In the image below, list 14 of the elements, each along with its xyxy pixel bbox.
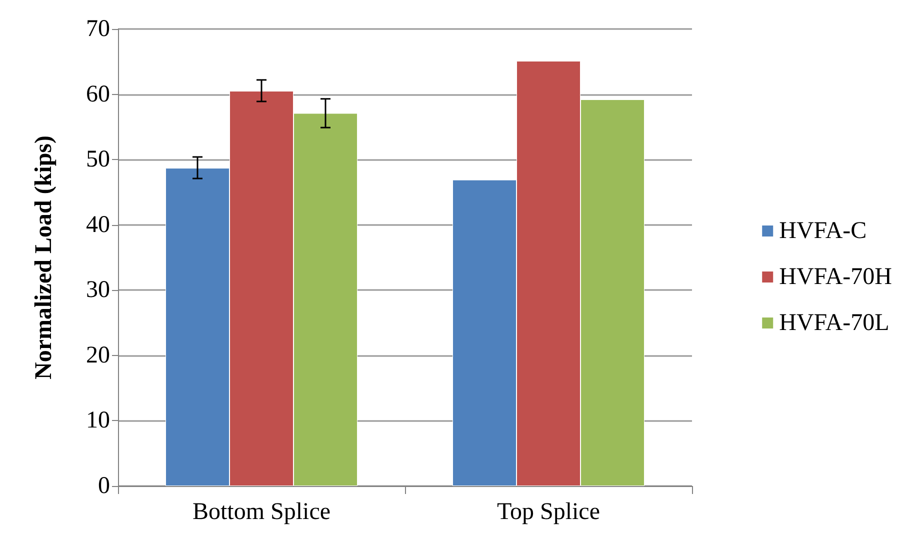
- y-tick-label: 0: [98, 473, 110, 499]
- y-tick-label: 40: [86, 212, 110, 238]
- y-tick-label: 70: [86, 16, 110, 42]
- legend-label: HVFA-70L: [779, 310, 890, 336]
- legend-label: HVFA-C: [779, 218, 867, 244]
- y-tick-label: 20: [86, 342, 110, 368]
- legend-label: HVFA-70H: [779, 264, 892, 290]
- y-tick-label: 50: [86, 146, 110, 173]
- x-tick-label: Bottom Splice: [192, 499, 330, 525]
- y-tick-label: 10: [86, 408, 110, 434]
- x-tick-label: Top Splice: [497, 499, 600, 525]
- y-axis-title: Normalized Load (kips): [31, 135, 57, 380]
- y-tick-label: 30: [86, 277, 110, 304]
- y-tick-label: 60: [86, 81, 110, 108]
